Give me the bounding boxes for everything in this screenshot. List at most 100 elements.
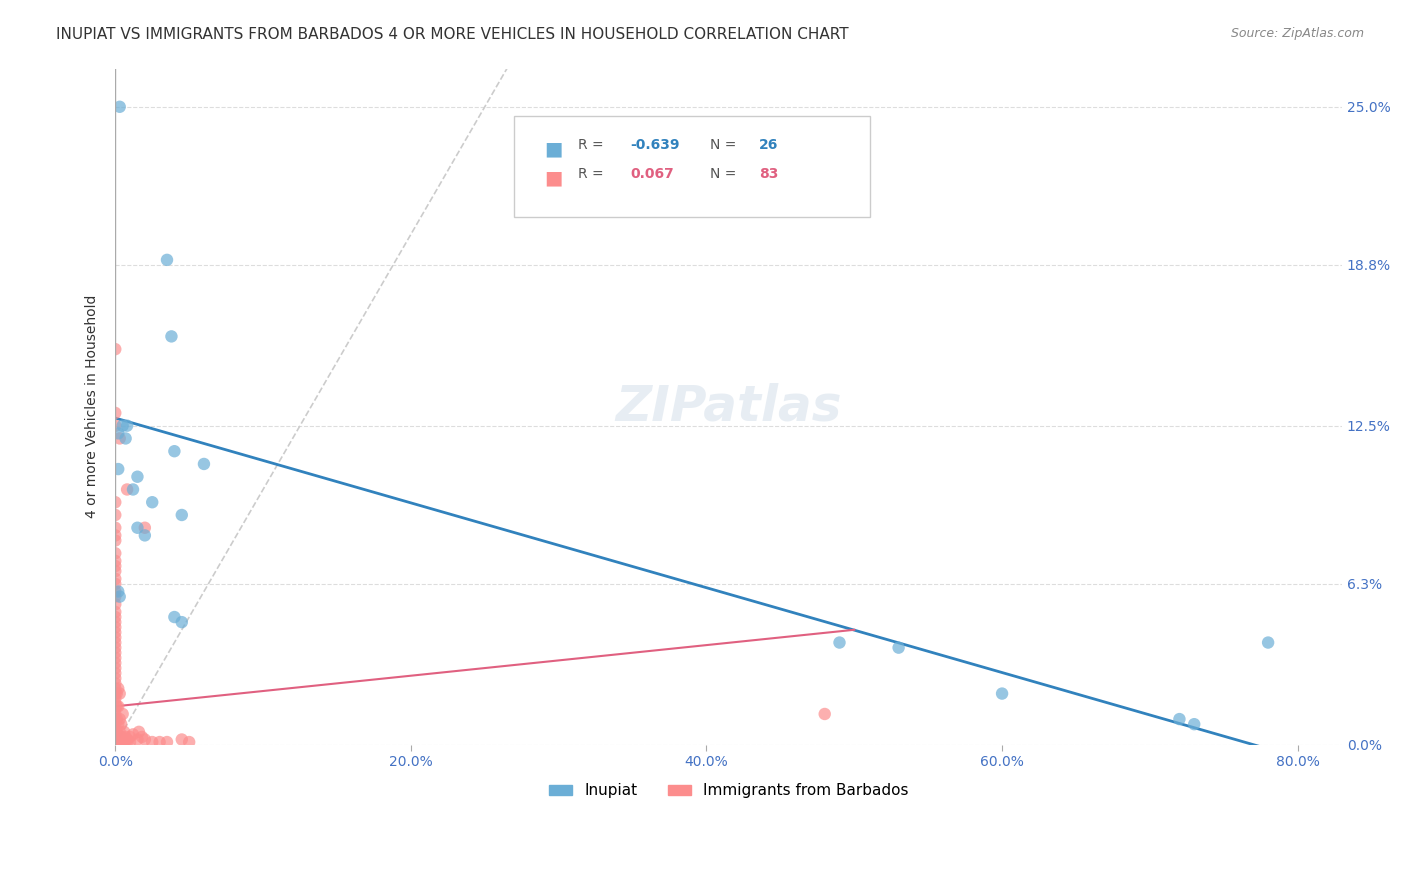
Point	[104, 577, 127, 591]
Point	[163, 444, 186, 458]
Point	[991, 687, 1014, 701]
Text: ■: ■	[544, 139, 562, 159]
Point	[104, 508, 127, 522]
Point	[127, 732, 149, 747]
Point	[128, 724, 150, 739]
Point	[104, 687, 127, 701]
Point	[104, 732, 127, 747]
Point	[149, 735, 172, 749]
Text: N =: N =	[710, 167, 741, 181]
Point	[107, 462, 129, 476]
Point	[104, 697, 127, 711]
Point	[104, 691, 127, 706]
Legend: Inupiat, Immigrants from Barbados: Inupiat, Immigrants from Barbados	[543, 777, 914, 805]
Point	[114, 432, 136, 446]
Point	[104, 625, 127, 640]
Point	[104, 640, 127, 655]
Point	[118, 735, 141, 749]
Point	[107, 681, 129, 696]
Text: N =: N =	[710, 138, 741, 153]
Text: Source: ZipAtlas.com: Source: ZipAtlas.com	[1230, 27, 1364, 40]
Point	[107, 717, 129, 731]
Text: R =: R =	[578, 167, 607, 181]
Point	[105, 735, 128, 749]
Point	[104, 661, 127, 675]
Point	[104, 666, 127, 681]
Point	[105, 712, 128, 726]
Point	[104, 597, 127, 611]
Point	[1257, 635, 1279, 649]
Point	[115, 418, 138, 433]
Text: 83: 83	[759, 167, 779, 181]
Y-axis label: 4 or more Vehicles in Household: 4 or more Vehicles in Household	[86, 295, 100, 518]
Point	[104, 559, 127, 574]
Point	[108, 724, 131, 739]
Point	[127, 469, 149, 483]
Point	[118, 730, 141, 744]
Point	[104, 572, 127, 586]
Point	[104, 676, 127, 690]
Point	[104, 646, 127, 660]
Point	[104, 635, 127, 649]
Point	[104, 590, 127, 604]
Point	[104, 712, 127, 726]
Point	[104, 671, 127, 685]
Point	[110, 717, 132, 731]
Point	[105, 699, 128, 714]
Point	[105, 687, 128, 701]
Point	[104, 727, 127, 741]
Point	[104, 723, 127, 737]
Point	[1182, 717, 1205, 731]
Point	[107, 732, 129, 747]
Point	[104, 342, 127, 356]
Point	[105, 724, 128, 739]
Point	[108, 712, 131, 726]
Point	[104, 702, 127, 716]
Point	[104, 651, 127, 665]
Point	[134, 528, 156, 542]
Point	[108, 100, 131, 114]
Text: -0.639: -0.639	[630, 138, 681, 153]
Point	[887, 640, 910, 655]
Point	[170, 615, 193, 629]
Point	[112, 735, 135, 749]
Point	[131, 730, 153, 744]
Text: ■: ■	[544, 169, 562, 187]
Point	[122, 483, 145, 497]
Point	[104, 615, 127, 629]
Point	[814, 706, 837, 721]
Point	[115, 732, 138, 747]
Text: 26: 26	[759, 138, 779, 153]
Point	[122, 727, 145, 741]
Point	[104, 521, 127, 535]
Point	[104, 406, 127, 420]
Point	[828, 635, 851, 649]
Point	[104, 610, 127, 624]
Point	[134, 521, 156, 535]
Point	[170, 732, 193, 747]
Point	[127, 521, 149, 535]
Point	[1168, 712, 1191, 726]
Point	[179, 735, 201, 749]
Point	[110, 730, 132, 744]
Point	[107, 426, 129, 441]
Point	[108, 687, 131, 701]
Text: R =: R =	[578, 138, 607, 153]
Point	[170, 508, 193, 522]
Point	[111, 706, 134, 721]
Point	[104, 495, 127, 509]
Point	[156, 735, 179, 749]
Point	[104, 620, 127, 634]
Point	[160, 329, 183, 343]
Point	[104, 546, 127, 560]
Point	[104, 717, 127, 731]
Point	[104, 554, 127, 568]
Point	[141, 735, 163, 749]
Text: 0.067: 0.067	[630, 167, 675, 181]
Point	[104, 528, 127, 542]
Point	[104, 656, 127, 670]
Point	[193, 457, 215, 471]
Point	[108, 432, 131, 446]
Point	[104, 631, 127, 645]
Point	[104, 605, 127, 619]
